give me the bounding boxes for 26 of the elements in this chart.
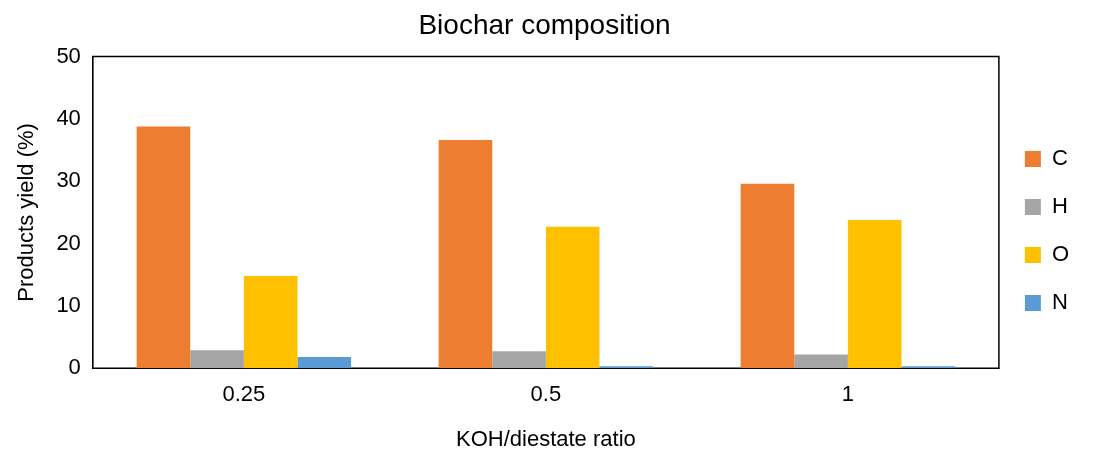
legend-label: N xyxy=(1051,289,1068,315)
x-tick-label: 1 xyxy=(841,381,855,407)
bar xyxy=(438,140,493,369)
bar xyxy=(847,219,902,369)
y-tick-label: 0 xyxy=(68,354,81,380)
bar xyxy=(794,354,848,369)
bar xyxy=(492,351,546,369)
x-axis-title: KOH/diestate ratio xyxy=(456,425,636,451)
bar xyxy=(136,126,191,369)
y-tick-label: 10 xyxy=(56,291,81,317)
x-tick-label: 0.5 xyxy=(530,381,562,407)
legend-label: O xyxy=(1051,241,1070,267)
y-tick-label: 40 xyxy=(56,104,81,130)
x-tick-label: 0.25 xyxy=(222,381,266,407)
y-tick-label: 20 xyxy=(56,229,81,255)
y-tick-label: 50 xyxy=(56,42,81,68)
bar xyxy=(190,350,244,369)
legend-label: H xyxy=(1051,193,1068,219)
bar xyxy=(243,275,298,369)
y-tick-label: 30 xyxy=(56,167,81,193)
bar xyxy=(545,226,600,369)
legend-label: C xyxy=(1051,145,1068,171)
bar xyxy=(740,183,795,369)
y-axis-title: Products yield (%) xyxy=(13,123,39,302)
bar xyxy=(297,356,352,369)
chart-title: Biochar composition xyxy=(418,8,671,40)
